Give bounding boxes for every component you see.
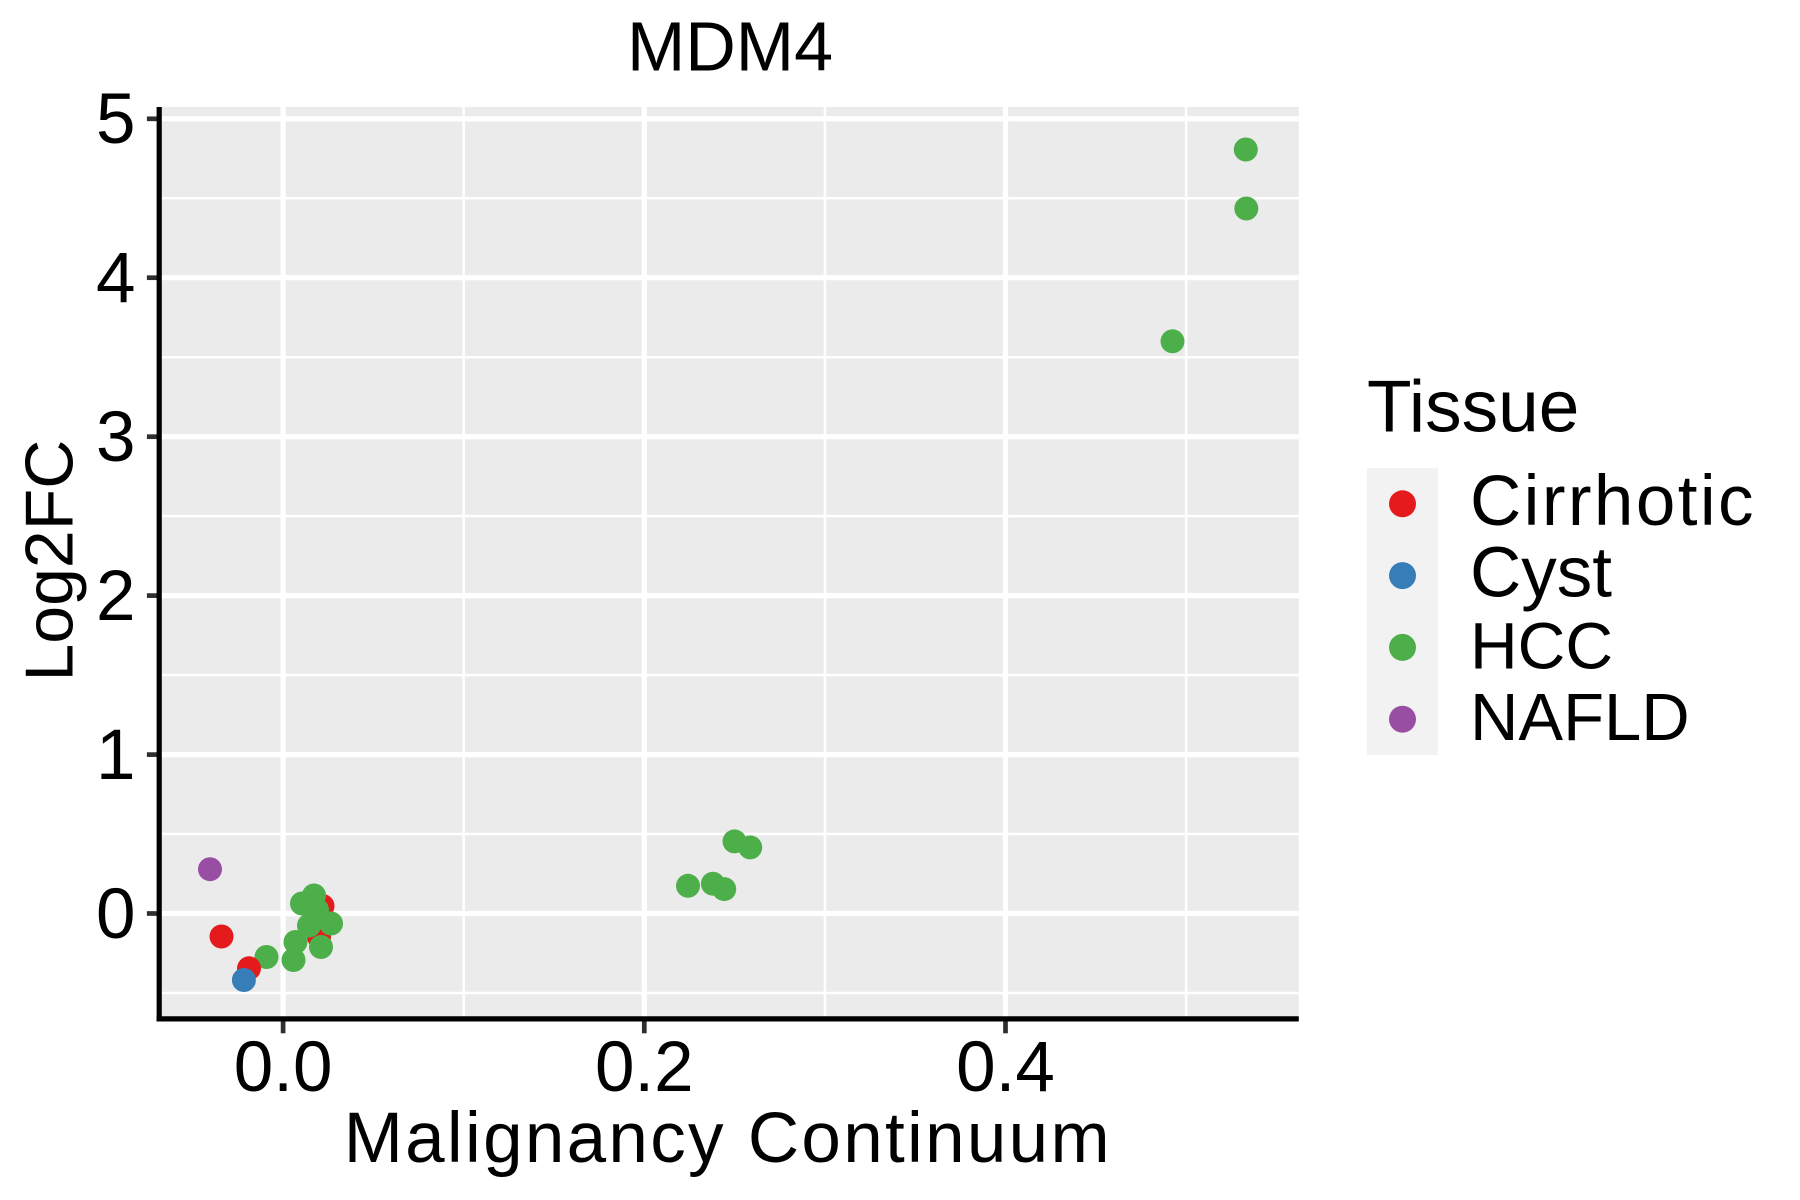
svg-text:NAFLD: NAFLD xyxy=(1470,680,1690,755)
svg-text:3: 3 xyxy=(96,398,136,477)
svg-text:0: 0 xyxy=(96,875,136,954)
svg-text:MDM4: MDM4 xyxy=(627,8,833,86)
svg-text:5: 5 xyxy=(96,80,136,159)
svg-text:1: 1 xyxy=(96,716,136,795)
svg-text:0.0: 0.0 xyxy=(234,1028,333,1107)
svg-text:0.2: 0.2 xyxy=(595,1028,694,1107)
svg-text:Tissue: Tissue xyxy=(1367,366,1579,447)
svg-text:4: 4 xyxy=(96,239,136,318)
svg-text:0.4: 0.4 xyxy=(956,1028,1055,1107)
svg-text:Malignancy Continuum: Malignancy Continuum xyxy=(344,1099,1112,1178)
svg-text:Cirrhotic: Cirrhotic xyxy=(1470,462,1756,541)
svg-text:Log2FC: Log2FC xyxy=(12,440,88,682)
svg-text:2: 2 xyxy=(96,557,136,636)
svg-text:Cyst: Cyst xyxy=(1470,534,1612,613)
svg-text:HCC: HCC xyxy=(1470,608,1613,682)
